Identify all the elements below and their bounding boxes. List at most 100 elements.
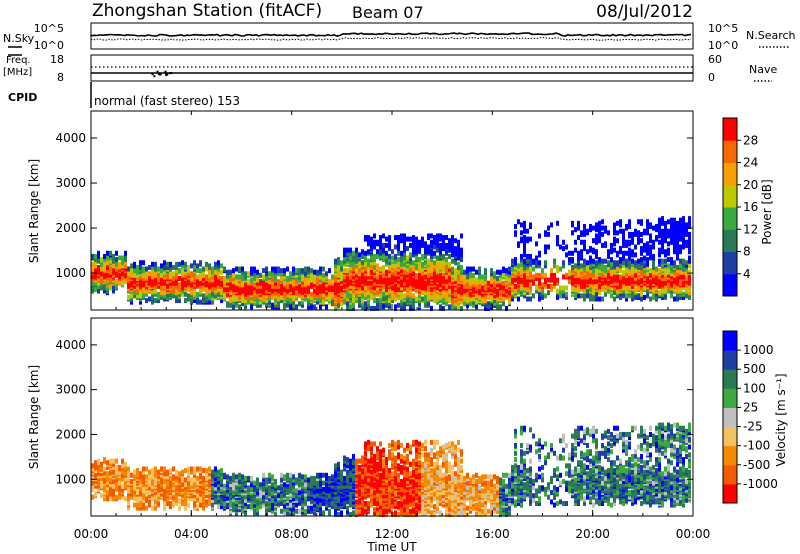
heatmap-cell: [499, 290, 502, 296]
heatmap-cell: [217, 493, 220, 499]
heatmap-cell: [106, 477, 109, 483]
heatmap-cell: [214, 475, 217, 481]
heatmap-cell: [472, 279, 475, 285]
heatmap-cell: [580, 269, 583, 275]
heatmap-cell: [394, 261, 397, 267]
heatmap-cell: [283, 274, 286, 280]
heatmap-cell: [406, 290, 409, 296]
heatmap-cell: [157, 494, 160, 500]
heatmap-cell: [448, 304, 451, 310]
heatmap-cell: [322, 266, 325, 272]
heatmap-cell: [295, 304, 298, 310]
heatmap-cell: [616, 266, 619, 272]
heatmap-cell: [265, 477, 268, 483]
heatmap-cell: [385, 242, 388, 248]
heatmap-cell: [406, 255, 409, 261]
heatmap-cell: [544, 282, 547, 288]
heatmap-cell: [484, 276, 487, 282]
heatmap-cell: [274, 272, 277, 278]
heatmap-cell: [277, 302, 280, 308]
heatmap-cell: [532, 293, 535, 299]
heatmap-cell: [154, 277, 157, 283]
heatmap-cell: [331, 301, 334, 307]
heatmap-cell: [127, 496, 130, 502]
heatmap-cell: [232, 296, 235, 302]
heatmap-cell: [541, 274, 544, 280]
heatmap-cell: [136, 471, 139, 477]
heatmap-cell: [592, 225, 595, 231]
heatmap-cell: [220, 474, 223, 480]
heatmap-cell: [676, 230, 679, 236]
heatmap-cell: [526, 296, 529, 302]
heatmap-cell: [412, 293, 415, 299]
heatmap-cell: [94, 257, 97, 263]
heatmap-cell: [424, 253, 427, 259]
heatmap-cell: [154, 475, 157, 481]
heatmap-cell: [637, 258, 640, 264]
heatmap-cell: [241, 266, 244, 272]
power-heatmap-cells: [91, 216, 691, 311]
heatmap-cell: [94, 464, 97, 470]
heatmap-cell: [250, 482, 253, 488]
heatmap-cell: [157, 469, 160, 475]
heatmap-cell: [202, 269, 205, 275]
heatmap-cell: [175, 294, 178, 300]
heatmap-cell: [409, 242, 412, 248]
heatmap-cell: [205, 499, 208, 505]
heatmap-cell: [187, 268, 190, 274]
heatmap-cell: [418, 274, 421, 280]
heatmap-cell: [361, 271, 364, 277]
heatmap-cell: [490, 271, 493, 277]
cpid-text: normal (fast stereo) 153: [94, 94, 240, 108]
heatmap-cell: [169, 500, 172, 506]
heatmap-cell: [139, 482, 142, 488]
heatmap-cell: [664, 231, 667, 237]
heatmap-cell: [433, 276, 436, 282]
heatmap-cell: [535, 261, 538, 267]
heatmap-cell: [382, 296, 385, 302]
heatmap-cell: [256, 486, 259, 492]
heatmap-cell: [271, 474, 274, 480]
heatmap-cell: [685, 225, 688, 231]
freq-dot: [157, 73, 160, 76]
heatmap-cell: [238, 285, 241, 291]
heatmap-cell: [235, 507, 238, 513]
heatmap-cell: [415, 264, 418, 270]
heatmap-cell: [133, 293, 136, 299]
heatmap-cell: [685, 291, 688, 297]
heatmap-cell: [571, 250, 574, 256]
heatmap-cell: [175, 500, 178, 506]
heatmap-cell: [412, 260, 415, 266]
heatmap-cell: [349, 250, 352, 256]
heatmap-cell: [271, 508, 274, 514]
heatmap-cell: [160, 276, 163, 282]
heatmap-cell: [613, 280, 616, 286]
heatmap-cell: [451, 250, 454, 256]
heatmap-cell: [619, 219, 622, 225]
heatmap-cell: [403, 269, 406, 275]
heatmap-cell: [385, 302, 388, 308]
heatmap-cell: [445, 257, 448, 263]
heatmap-cell: [658, 290, 661, 296]
heatmap-cell: [661, 258, 664, 264]
heatmap-cell: [340, 260, 343, 266]
heatmap-cell: [547, 283, 550, 289]
heatmap-cell: [295, 290, 298, 296]
heatmap-cell: [493, 301, 496, 307]
heatmap-cell: [418, 293, 421, 299]
heatmap-cell: [361, 253, 364, 259]
heatmap-cell: [337, 257, 340, 263]
heatmap-cell: [433, 244, 436, 250]
nave-tick-bottom: 0: [708, 71, 715, 84]
heatmap-cell: [397, 279, 400, 285]
heatmap-cell: [493, 280, 496, 286]
heatmap-cell: [559, 266, 562, 272]
heatmap-cell: [577, 225, 580, 231]
heatmap-cell: [115, 494, 118, 500]
heatmap-cell: [322, 299, 325, 305]
heatmap-cell: [175, 268, 178, 274]
heatmap-cell: [544, 293, 547, 299]
heatmap-cell: [127, 266, 130, 272]
heatmap-cell: [364, 253, 367, 259]
heatmap-cell: [184, 480, 187, 486]
